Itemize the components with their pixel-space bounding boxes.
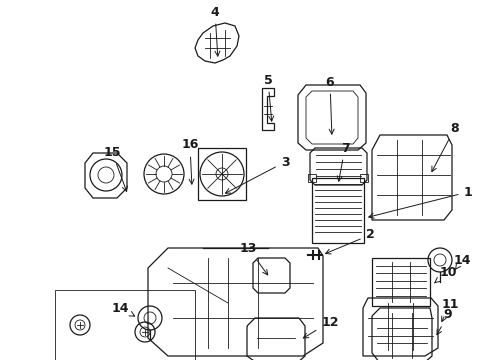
Text: 9: 9 [437, 309, 452, 335]
Text: 10: 10 [435, 266, 457, 283]
Text: 14: 14 [453, 253, 471, 269]
Text: 12: 12 [303, 315, 339, 338]
Bar [360, 174, 368, 182]
Text: 4: 4 [211, 5, 220, 56]
Bar [312, 178, 364, 243]
Text: 5: 5 [264, 73, 274, 121]
Text: 14: 14 [111, 302, 135, 316]
Text: 7: 7 [337, 141, 349, 181]
Text: 2: 2 [325, 229, 374, 254]
Text: 8: 8 [432, 122, 459, 172]
Text: 1: 1 [369, 185, 472, 218]
Text: 16: 16 [181, 139, 198, 184]
Bar [198, 148, 246, 200]
Text: 11: 11 [441, 298, 459, 321]
Text: 6: 6 [326, 76, 334, 134]
Bar [308, 174, 316, 182]
Text: 3: 3 [225, 156, 289, 193]
Bar [372, 258, 430, 306]
Text: 13: 13 [239, 242, 268, 275]
Text: 15: 15 [103, 145, 127, 192]
